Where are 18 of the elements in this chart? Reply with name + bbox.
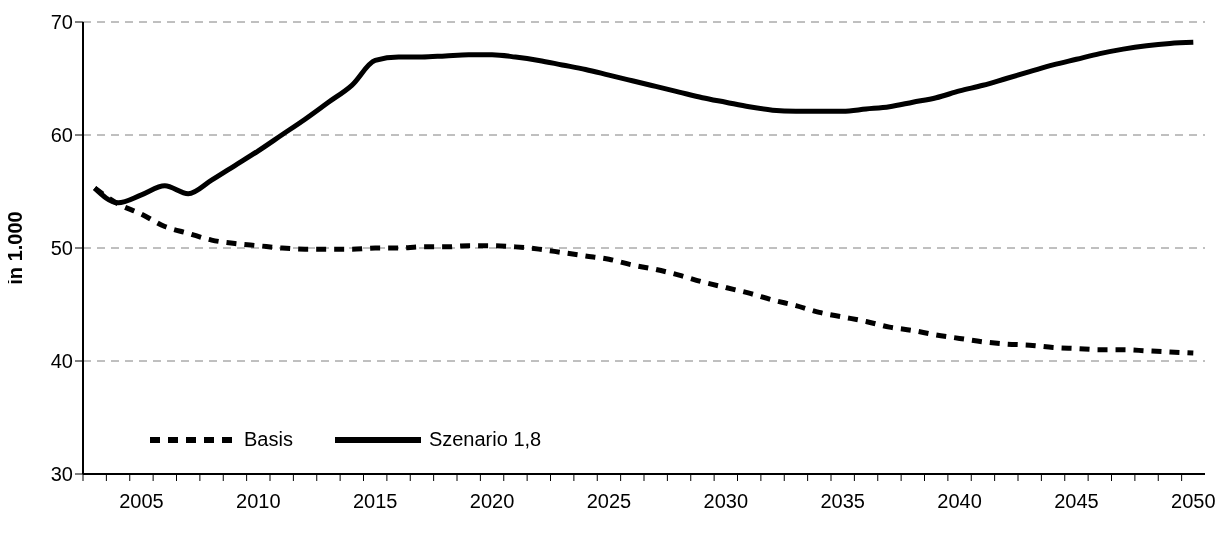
x-tick-label: 2035 <box>820 490 865 512</box>
y-axis-title: in 1.000 <box>4 211 27 285</box>
y-tick-label: 60 <box>50 124 73 147</box>
x-tick-label: 2015 <box>352 490 398 512</box>
y-tick-label: 30 <box>50 463 73 486</box>
x-tick-label: 2050 <box>1171 490 1216 512</box>
y-tick-label: 70 <box>50 11 73 34</box>
x-tick-label: 2025 <box>586 490 632 512</box>
x-tick-label: 2005 <box>119 490 164 512</box>
x-tick-label: 2030 <box>703 490 749 512</box>
x-tick-label: 2010 <box>236 490 281 512</box>
x-tick-label: 2045 <box>1054 490 1099 512</box>
x-tick-label: 2020 <box>469 490 515 512</box>
y-tick-label: 40 <box>50 350 73 373</box>
y-tick-label: 50 <box>50 237 73 260</box>
x-tick-label: 2040 <box>937 490 982 512</box>
legend-label: Basis <box>244 428 293 451</box>
legend-label: Szenario 1,8 <box>428 428 542 451</box>
